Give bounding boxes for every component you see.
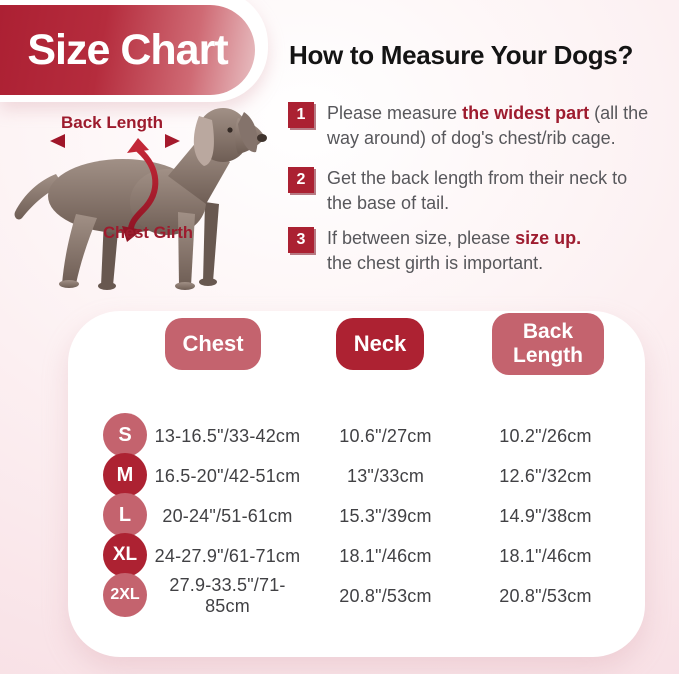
back-length-value: 18.1"/46cm [499,545,592,566]
chest-value: 20-24"/51-61cm [162,505,293,526]
size-badge: 2XL [103,573,147,617]
back-length-value: 12.6"/32cm [499,465,592,486]
step-text-post: (all the [589,103,649,123]
chest-value: 24-27.9"/61-71cm [154,545,301,566]
table-row: XL 24-27.9"/61-71cm 18.1"/46cm 18.1"/46c… [103,533,628,577]
neck-value: 18.1"/46cm [339,545,432,566]
step-number-badge: 2 [288,167,314,193]
step-text-line2: the base of tail. [327,193,450,213]
chest-column-header: Chest [165,318,261,370]
dog-photo [14,108,267,290]
chest-girth-arrow-icon [122,138,159,242]
size-table-panel: Chest Neck Back Length S 13-16.5"/33-42c… [68,311,645,657]
howto-step-3: 3 If between size, please size up. the c… [288,226,670,276]
size-badge: L [103,493,147,537]
step-text-line2: way around) of dog's chest/rib cage. [327,128,616,148]
howto-title: How to Measure Your Dogs? [289,40,634,70]
table-row: L 20-24"/51-61cm 15.3"/39cm 14.9"/38cm [103,493,628,537]
back-length-value: 10.2"/26cm [499,425,592,446]
step-number-badge: 3 [288,227,314,253]
neck-column-header: Neck [336,318,424,370]
step-text-emphasis: the widest part [462,103,590,123]
chest-value: 27.9-33.5"/71-85cm [169,575,286,616]
back-length-label: Back Length [60,113,164,132]
chest-girth-label: Chest Girth [103,224,193,242]
neck-value: 10.6"/27cm [339,425,432,446]
size-badge: S [103,413,147,457]
step-text-pre: Please measure [327,103,463,123]
size-badge: XL [103,533,147,577]
back-length-value: 14.9"/38cm [499,505,592,526]
table-row: S 13-16.5"/33-42cm 10.6"/27cm 10.2"/26cm [103,413,628,457]
neck-value: 13"/33cm [346,465,425,486]
title-badge: Size Chart [0,5,255,95]
page-title: Size Chart [27,25,228,74]
neck-value: 20.8"/53cm [339,585,432,606]
back-length-value: 20.8"/53cm [499,585,592,606]
back-length-column-header: Back Length [492,313,604,375]
step-text-pre: Get the back length from their neck to [327,168,628,188]
back-length-arrow-icon [50,134,180,148]
step-number-badge: 1 [288,102,314,128]
howto-step-2: 2 Get the back length from their neck to… [288,166,670,216]
step-text: If between size, please size up. the che… [327,226,581,276]
neck-value: 15.3"/39cm [339,505,432,526]
step-text-line2: the chest girth is important. [327,253,544,273]
chest-value: 13-16.5"/33-42cm [154,425,301,446]
chest-value: 16.5-20"/42-51cm [154,465,301,486]
size-badge: M [103,453,147,497]
step-text: Please measure the widest part (all the … [327,101,648,151]
step-text: Get the back length from their neck to t… [327,166,627,216]
step-text-pre: If between size, please [327,228,516,248]
title-badge-outline: Size Chart [0,0,268,102]
step-text-emphasis: size up. [515,228,582,248]
howto-step-1: 1 Please measure the widest part (all th… [288,101,670,151]
size-table-rows: S 13-16.5"/33-42cm 10.6"/27cm 10.2"/26cm… [103,413,628,617]
table-row: M 16.5-20"/42-51cm 13"/33cm 12.6"/32cm [103,453,628,497]
table-row: 2XL 27.9-33.5"/71-85cm 20.8"/53cm 20.8"/… [103,573,628,617]
